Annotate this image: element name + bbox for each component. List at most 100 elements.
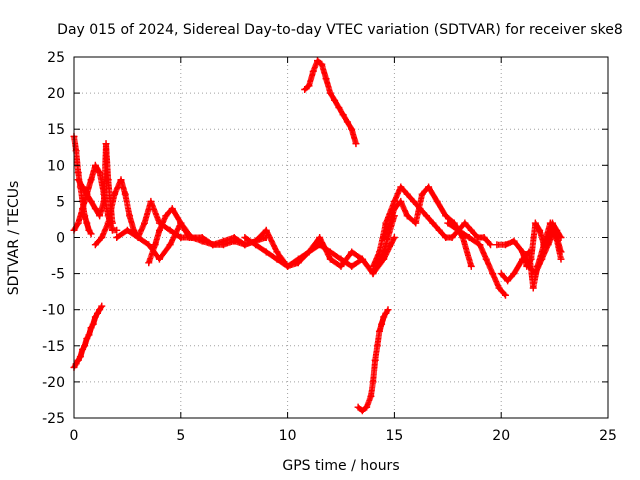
data-point [536, 226, 544, 234]
data-point [448, 234, 456, 241]
data-point [510, 237, 518, 245]
data-point [529, 284, 537, 292]
data-point [378, 320, 386, 328]
x-tick-label: 0 [70, 428, 79, 444]
data-point [335, 104, 343, 112]
data-point [91, 161, 99, 169]
data-point [435, 226, 443, 234]
data-point [273, 255, 281, 263]
data-point [79, 205, 87, 213]
series-sat-m [444, 219, 509, 299]
data-point [177, 219, 185, 227]
data-point [519, 248, 527, 256]
data-point [126, 212, 134, 220]
data-point [480, 234, 488, 241]
y-axis-label: SDTVAR / TECUs [6, 181, 22, 296]
data-point [79, 183, 87, 191]
data-point [523, 262, 531, 270]
data-point [557, 255, 565, 263]
x-tick-label: 25 [599, 428, 617, 444]
data-point [111, 190, 119, 198]
data-point [540, 241, 548, 249]
data-point [495, 284, 503, 292]
data-point [102, 140, 110, 148]
data-point [230, 237, 238, 245]
data-point [410, 197, 418, 205]
data-point [390, 234, 398, 241]
data-point [91, 241, 99, 249]
data-point [145, 241, 153, 249]
data-point [74, 219, 82, 227]
data-point [331, 96, 339, 104]
data-point [375, 248, 383, 256]
data-point [461, 219, 469, 227]
data-point [380, 234, 388, 241]
data-point [531, 219, 539, 227]
data-point [322, 75, 330, 83]
data-point [412, 219, 420, 227]
data-point [134, 234, 142, 241]
data-point [467, 226, 475, 234]
data-point [104, 219, 112, 227]
data-point [553, 226, 561, 234]
data-point [348, 262, 356, 270]
data-point [241, 241, 249, 249]
data-point [96, 306, 104, 314]
data-point [76, 353, 84, 361]
data-point [87, 176, 95, 184]
data-series [70, 57, 565, 415]
data-point [309, 67, 317, 75]
data-point [181, 226, 189, 234]
data-point [369, 270, 377, 278]
data-point [465, 234, 473, 241]
data-point [147, 197, 155, 205]
data-point [363, 403, 371, 411]
data-point [497, 270, 505, 278]
data-point [489, 270, 497, 278]
data-point [444, 219, 452, 227]
data-point [403, 212, 411, 220]
data-point [155, 226, 163, 234]
data-point [87, 197, 95, 205]
data-point [390, 205, 398, 213]
data-point [380, 255, 388, 263]
data-point [467, 262, 475, 270]
data-point [504, 277, 512, 285]
x-tick-label: 15 [385, 428, 403, 444]
data-point [429, 219, 437, 227]
y-tick-label: 15 [47, 122, 65, 138]
data-point [162, 212, 170, 220]
y-tick-label: 20 [47, 86, 65, 102]
data-point [501, 291, 509, 299]
data-point [262, 226, 270, 234]
series-sat-h [241, 234, 398, 278]
data-point [397, 197, 405, 205]
plus-marker-trace [145, 205, 193, 266]
data-point [316, 234, 324, 241]
x-tick-label: 10 [279, 428, 297, 444]
data-point [369, 378, 377, 386]
data-point [482, 255, 490, 263]
y-tick-label: -15 [42, 339, 65, 355]
x-axis-label: GPS time / hours [282, 458, 399, 474]
data-point [83, 190, 91, 198]
data-point [91, 313, 99, 321]
series-sat-g [145, 205, 193, 267]
data-point [501, 241, 509, 249]
data-point [104, 176, 112, 184]
data-point [301, 85, 309, 93]
y-tick-label: -25 [42, 411, 65, 427]
data-point [209, 241, 217, 249]
data-point [89, 320, 97, 328]
data-point [74, 176, 82, 184]
data-point [166, 241, 174, 249]
data-point [422, 212, 430, 220]
data-point [74, 169, 82, 177]
data-point [326, 255, 334, 263]
data-point [123, 226, 131, 234]
data-point [454, 226, 462, 234]
data-point [527, 255, 535, 263]
x-tick-label: 5 [176, 428, 185, 444]
y-tick-label: 5 [56, 194, 65, 210]
data-point [358, 407, 366, 415]
